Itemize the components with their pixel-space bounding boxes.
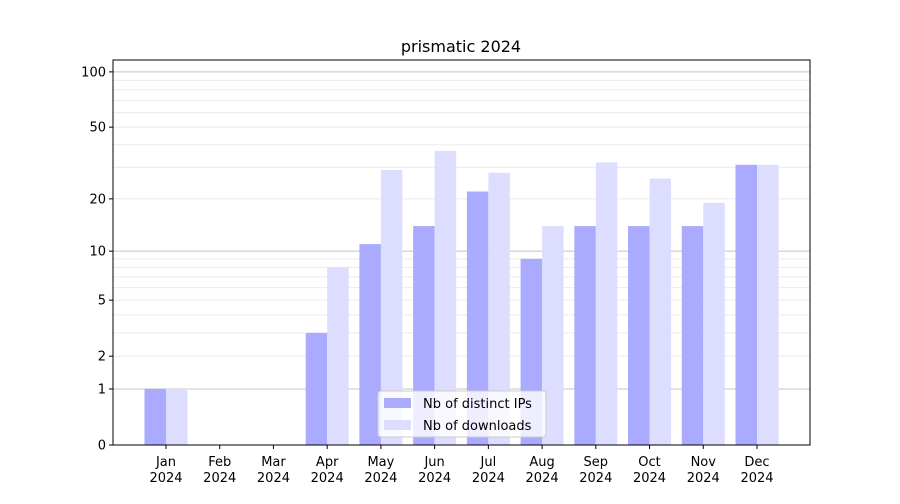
legend-label-ips: Nb of distinct IPs xyxy=(423,397,532,412)
bar-distinct-ips xyxy=(466,191,489,445)
y-tick-label: 50 xyxy=(89,121,106,136)
x-tick-label: Dec 2024 xyxy=(740,455,773,486)
legend-swatch-ips xyxy=(384,398,411,408)
x-tick-label: Apr 2024 xyxy=(311,455,344,486)
plot-frame xyxy=(112,59,811,446)
bar-downloads xyxy=(757,164,779,445)
bar-downloads xyxy=(649,178,672,446)
bar-downloads xyxy=(542,226,564,445)
bar-downloads xyxy=(166,388,188,445)
bar-downloads xyxy=(703,202,725,445)
bar-distinct-ips xyxy=(735,164,757,445)
bar-distinct-ips xyxy=(413,226,435,445)
x-tick-label: Mar 2024 xyxy=(257,455,290,486)
x-tick-label: Nov 2024 xyxy=(687,455,720,486)
bar-downloads xyxy=(380,170,403,445)
x-tick-label: Jul 2024 xyxy=(472,455,505,486)
bar-downloads xyxy=(488,172,510,445)
legend-swatch-downloads xyxy=(384,420,411,430)
chart-title: prismatic 2024 xyxy=(401,37,521,56)
bar-downloads xyxy=(434,150,457,445)
y-tick-label: 20 xyxy=(89,192,106,207)
legend: Nb of distinct IPs Nb of downloads xyxy=(377,390,547,438)
y-tick-label: 1 xyxy=(98,382,106,397)
bar-downloads xyxy=(327,267,349,445)
x-tick-label: Sep 2024 xyxy=(579,455,612,486)
x-tick-label: Jun 2024 xyxy=(418,455,451,486)
x-tick-label: Feb 2024 xyxy=(203,455,236,486)
y-tick-label: 100 xyxy=(81,65,106,80)
y-tick-label: 2 xyxy=(98,350,106,365)
bar-distinct-ips xyxy=(628,226,650,445)
y-tick-label: 10 xyxy=(89,245,106,260)
bar-distinct-ips xyxy=(574,226,596,445)
y-tick-label: 5 xyxy=(98,294,106,309)
y-tick-label: 0 xyxy=(98,439,106,454)
bar-distinct-ips xyxy=(144,388,166,445)
x-tick-label: Oct 2024 xyxy=(633,455,666,486)
bar-distinct-ips xyxy=(681,226,704,445)
legend-label-downloads: Nb of downloads xyxy=(423,419,532,434)
x-tick-label: Aug 2024 xyxy=(526,455,559,486)
bar-downloads xyxy=(595,162,618,445)
bar-distinct-ips xyxy=(305,332,328,445)
x-tick-label: May 2024 xyxy=(364,455,397,486)
bar-distinct-ips xyxy=(359,244,381,445)
x-tick-label: Jan 2024 xyxy=(149,455,182,486)
